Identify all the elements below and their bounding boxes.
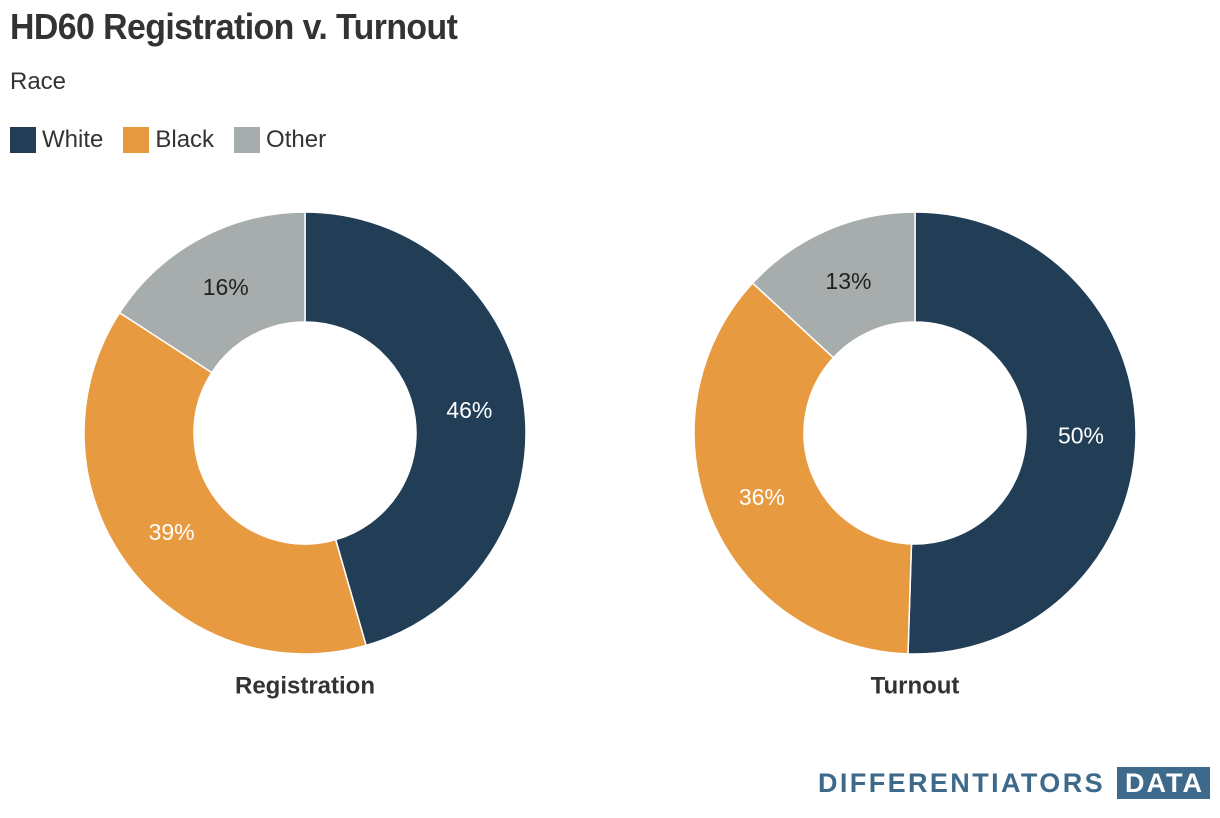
legend-item-black: Black <box>123 126 214 154</box>
registration-chart-title: Registration <box>235 673 375 700</box>
legend-swatch-black <box>123 127 150 153</box>
legend-label-black: Black <box>155 126 215 153</box>
legend-label-other: Other <box>266 126 327 153</box>
brand-name: DIFFERENTIATORS <box>818 767 1106 798</box>
chart-subtitle: Race <box>10 68 67 95</box>
turnout-slice-other <box>751 211 916 359</box>
turnout-label-other: 13% <box>825 268 871 294</box>
legend: White Black Other <box>10 126 346 154</box>
legend-label-white: White <box>42 126 104 153</box>
registration-label-other: 16% <box>203 274 249 300</box>
brand-logo: DIFFERENTIATORS DATA <box>818 767 1210 799</box>
turnout-slice-white <box>907 211 1137 655</box>
legend-swatch-white <box>10 127 36 153</box>
brand-badge: DATA <box>1117 767 1210 799</box>
registration-slice-white <box>304 211 527 647</box>
legend-item-white: White <box>10 126 103 154</box>
legend-swatch-other <box>234 127 261 153</box>
turnout-slice-black <box>693 281 913 655</box>
legend-item-other: Other <box>234 126 326 154</box>
turnout-label-white: 50% <box>1058 423 1104 449</box>
turnout-label-black: 36% <box>739 484 785 510</box>
turnout-chart-title: Turnout <box>871 673 960 700</box>
registration-slice-black <box>83 311 367 655</box>
registration-label-black: 39% <box>149 519 195 545</box>
chart-title: HD60 Registration v. Turnout <box>10 6 458 47</box>
registration-label-white: 46% <box>446 397 492 423</box>
registration-slice-other <box>118 211 306 374</box>
